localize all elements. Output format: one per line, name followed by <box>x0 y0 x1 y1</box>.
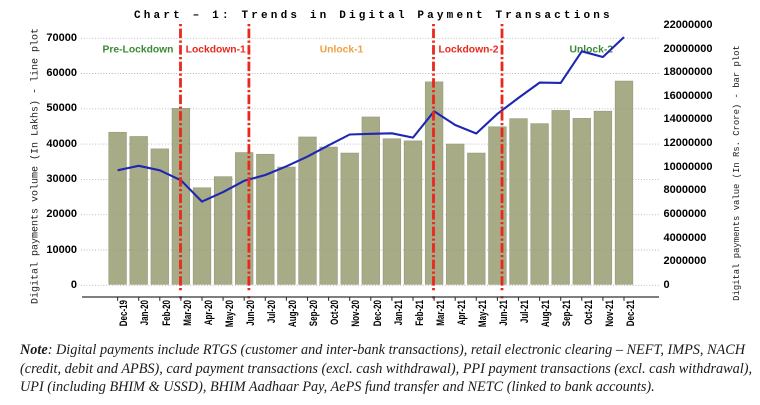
svg-text:Unlock-2: Unlock-2 <box>570 44 614 55</box>
svg-text:Lockdown-1: Lockdown-1 <box>186 44 246 55</box>
svg-text:Lockdown-2: Lockdown-2 <box>438 44 498 55</box>
svg-text:Pre-Lockdown: Pre-Lockdown <box>103 44 174 55</box>
svg-text:Unlock-1: Unlock-1 <box>320 44 364 55</box>
